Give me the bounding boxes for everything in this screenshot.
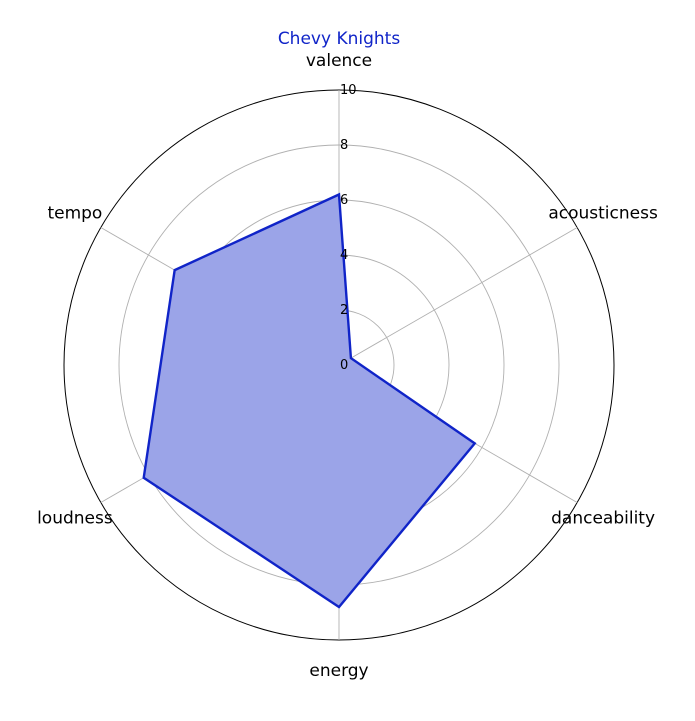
axis-label-acousticness: acousticness	[548, 204, 658, 224]
r-tick-label: 6	[340, 193, 348, 208]
r-tick-label: 8	[340, 138, 348, 153]
axis-label-energy: energy	[309, 661, 368, 681]
r-tick-label: 4	[340, 248, 348, 263]
axis-label-valence: valence	[306, 51, 372, 71]
chart-title: Chevy Knights	[278, 29, 401, 49]
label-layer: valence acousticness danceability energy lou…	[37, 51, 658, 681]
spoke-acousticness	[338, 227, 578, 366]
data-layer	[142, 192, 477, 609]
series-line	[142, 192, 477, 609]
r-tick-label: 2	[340, 303, 348, 318]
axis-label-tempo: tempo	[47, 204, 102, 224]
axis-label-danceability: danceability	[551, 509, 655, 529]
r-tick-label: 0	[340, 358, 348, 373]
series-area	[143, 194, 475, 607]
tick-layer: 0 2 4 6 8 10	[340, 83, 357, 373]
r-tick-label: 10	[340, 83, 357, 98]
axis-label-loudness: loudness	[37, 509, 113, 529]
